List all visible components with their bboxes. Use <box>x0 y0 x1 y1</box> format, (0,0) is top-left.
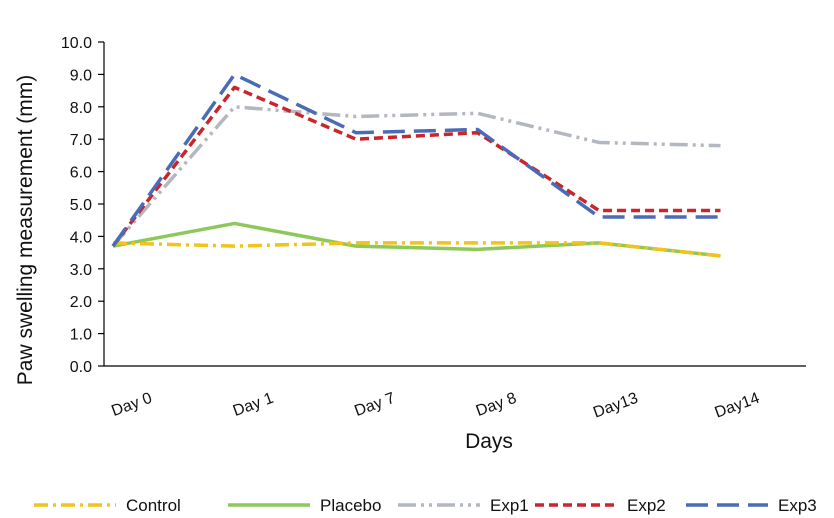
y-tick-label: 4.0 <box>70 229 92 246</box>
x-tick-label: Day 1 <box>231 390 276 420</box>
legend-label-placebo: Placebo <box>320 496 381 515</box>
y-tick-label: 2.0 <box>70 294 92 311</box>
legend: Control Placebo Exp1 Exp2 Exp3 <box>34 496 817 515</box>
x-tick-label: Day13 <box>591 390 640 422</box>
legend-label-exp3: Exp3 <box>778 496 817 515</box>
x-tick-label: Day 0 <box>109 390 154 420</box>
y-tick-label: 3.0 <box>70 262 92 279</box>
series-line-placebo <box>112 221 721 258</box>
series-line-exp1 <box>111 105 721 248</box>
y-tick-label: 5.0 <box>70 197 92 214</box>
x-tick-labels: Day 0 Day 1 Day 7 Day 8 Day13 Day14 <box>109 390 762 422</box>
y-tick-label: 6.0 <box>70 165 92 182</box>
series-line-exp3 <box>111 72 721 248</box>
legend-label-exp2: Exp2 <box>627 496 666 515</box>
legend-label-exp1: Exp1 <box>490 496 529 515</box>
y-tick-label: 1.0 <box>70 327 92 344</box>
y-tick-label: 8.0 <box>70 100 92 117</box>
y-tick-label: 10.0 <box>61 35 92 52</box>
series-layer <box>111 72 721 258</box>
series-line-exp2 <box>111 85 721 248</box>
y-tick-label: 7.0 <box>70 132 92 149</box>
y-tick-label: 9.0 <box>70 67 92 84</box>
x-tick-label: Day 8 <box>474 390 519 420</box>
series-line-control <box>112 241 721 258</box>
x-tick-label: Day 7 <box>352 390 397 420</box>
legend-label-control: Control <box>126 496 181 515</box>
y-tick-label: 0.0 <box>70 359 92 376</box>
y-tick-labels: 0.0 1.0 2.0 3.0 4.0 5.0 6.0 7.0 8.0 9.0 10.0 <box>61 35 92 376</box>
y-axis-title: Paw swelling measurement (mm) <box>14 75 37 385</box>
axes-layer <box>98 41 806 367</box>
x-axis-title: Days <box>465 430 513 453</box>
x-tick-label: Day14 <box>713 390 762 422</box>
